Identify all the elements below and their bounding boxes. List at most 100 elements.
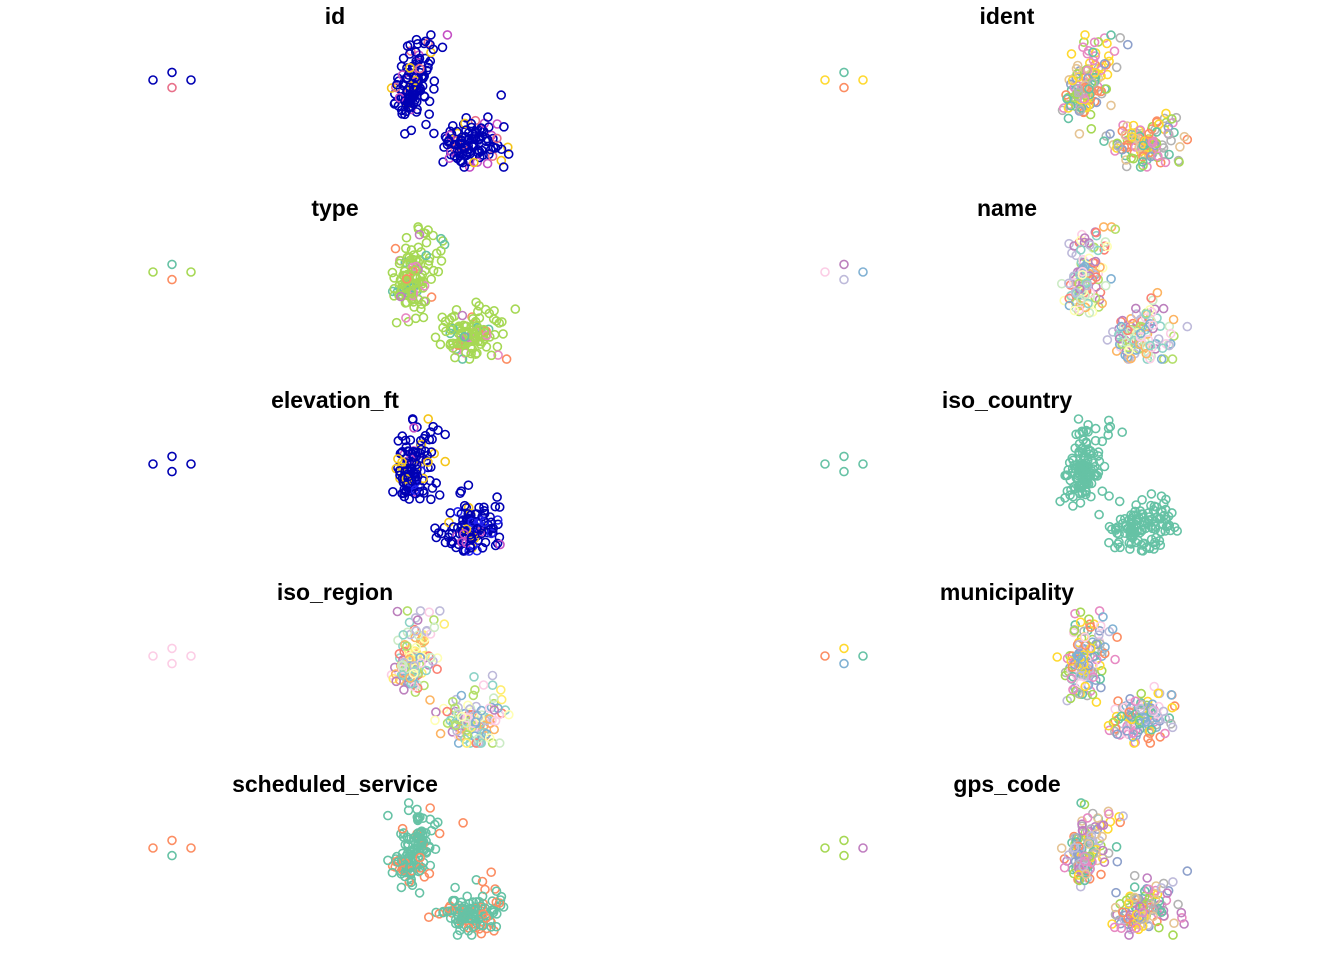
data-point [1094, 625, 1105, 636]
data-point [424, 96, 435, 107]
data-point [1156, 883, 1167, 893]
data-point [456, 486, 467, 497]
data-point [1052, 652, 1062, 662]
data-point [465, 542, 476, 553]
data-point [1164, 520, 1175, 531]
data-point [479, 720, 489, 731]
data-point [1164, 713, 1175, 723]
outlier-point [858, 459, 868, 469]
data-point [1112, 729, 1123, 740]
data-point [387, 267, 398, 278]
data-point [1099, 461, 1110, 472]
data-point [450, 352, 460, 363]
data-point [1147, 523, 1158, 534]
data-point [401, 473, 412, 484]
data-point [1115, 32, 1125, 43]
panel-scheduled-service: scheduled_service [148, 771, 509, 940]
data-point [462, 891, 473, 902]
data-point [1080, 30, 1090, 40]
data-point [1146, 898, 1156, 909]
data-point [426, 30, 436, 40]
data-point [427, 434, 437, 445]
data-point [1095, 620, 1106, 631]
data-point [392, 606, 403, 617]
data-point [1138, 140, 1148, 151]
data-point [414, 63, 425, 74]
data-point [1088, 808, 1098, 819]
data-point [1060, 492, 1070, 503]
data-point [1126, 519, 1137, 530]
panel-gps-code: gps_code [820, 771, 1193, 940]
data-point [1128, 728, 1139, 738]
data-point [423, 457, 433, 468]
data-point [423, 225, 433, 235]
data-point [1104, 491, 1114, 501]
data-point [1073, 414, 1084, 424]
data-point [1169, 918, 1179, 929]
data-point [486, 528, 497, 539]
data-point [453, 322, 463, 333]
data-point [1079, 659, 1089, 669]
data-point [448, 338, 458, 349]
data-point [389, 290, 399, 301]
data-point [496, 90, 507, 100]
data-point [469, 671, 479, 682]
data-point [1068, 277, 1079, 288]
data-point [440, 456, 451, 467]
data-point [442, 906, 453, 917]
data-point [1113, 522, 1123, 532]
data-point [503, 149, 514, 159]
data-point [425, 652, 436, 663]
data-point [1131, 303, 1141, 314]
data-point [463, 480, 474, 491]
data-point [1094, 509, 1104, 520]
data-point [1081, 437, 1091, 448]
data-point [421, 250, 432, 261]
data-point [415, 85, 426, 96]
data-point [1147, 705, 1158, 716]
data-point [1148, 323, 1158, 334]
panel-elevation-ft: elevation_ft [148, 387, 505, 556]
data-point [483, 135, 494, 146]
data-point [421, 237, 432, 248]
data-point [490, 540, 501, 551]
data-point [1078, 435, 1089, 445]
data-point [1153, 334, 1164, 344]
data-point [1129, 738, 1139, 748]
data-point [1072, 89, 1082, 99]
outlier-point [167, 658, 177, 669]
data-point [452, 726, 462, 736]
outlier-point [148, 651, 158, 661]
data-point [492, 492, 502, 502]
data-point [405, 435, 416, 445]
data-point [401, 313, 411, 323]
data-point [397, 823, 408, 834]
data-point [1124, 707, 1135, 717]
data-point [1064, 278, 1074, 289]
data-point [390, 243, 401, 254]
data-point [412, 804, 422, 815]
data-point [469, 332, 479, 342]
data-point [1068, 455, 1078, 466]
data-point [1083, 426, 1093, 437]
data-point [1144, 128, 1154, 139]
data-point [1151, 881, 1161, 891]
data-point [487, 680, 498, 691]
data-point [1182, 321, 1193, 332]
data-point [498, 162, 509, 172]
data-point [383, 855, 393, 866]
data-point [403, 805, 414, 816]
data-point [1098, 612, 1108, 622]
data-point [1164, 149, 1174, 160]
data-point [476, 738, 487, 748]
data-point [498, 329, 508, 339]
data-point [1074, 639, 1084, 650]
data-point [470, 349, 481, 360]
data-point [473, 914, 484, 925]
data-point [1152, 287, 1163, 298]
data-point [404, 494, 415, 504]
outlier-point [839, 643, 849, 654]
data-point [1064, 238, 1074, 249]
outlier-point [820, 651, 830, 661]
data-point [1090, 293, 1101, 303]
